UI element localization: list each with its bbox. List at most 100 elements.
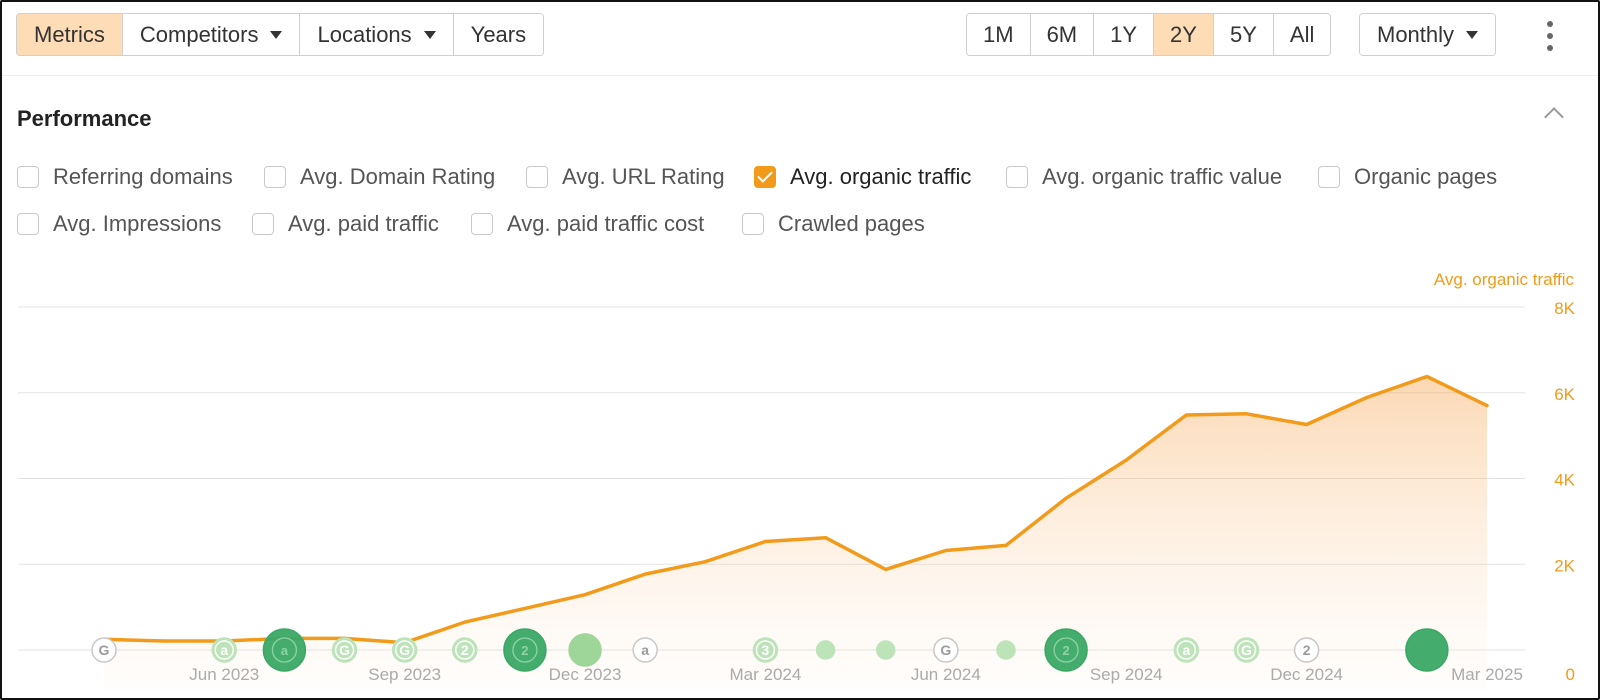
metrics-button[interactable]: Metrics — [17, 14, 123, 55]
data-point[interactable] — [884, 568, 887, 571]
data-point[interactable] — [463, 621, 466, 624]
metric-checkbox-crawled-pages[interactable]: Crawled pages — [742, 211, 925, 237]
data-point[interactable] — [1065, 497, 1068, 500]
marker-ring — [512, 637, 538, 663]
annotation-marker[interactable] — [996, 640, 1016, 660]
range-1y-label: 1Y — [1110, 21, 1138, 47]
metric-checkbox-organic-pages[interactable]: Organic pages — [1318, 164, 1497, 190]
metric-checkbox-avg-organic-traffic-value[interactable]: Avg. organic traffic value — [1006, 164, 1282, 190]
marker-circle — [875, 640, 896, 660]
range-all-button[interactable]: All — [1273, 14, 1331, 55]
range-5y-button[interactable]: 5Y — [1213, 14, 1274, 55]
marker-label: G — [99, 642, 110, 658]
annotation-marker[interactable]: G — [1233, 637, 1260, 663]
annotation-marker[interactable]: 2 — [1044, 628, 1088, 672]
metrics-button-label: Metrics — [34, 21, 105, 47]
marker-label: 3 — [762, 642, 770, 658]
range-1y-button[interactable]: 1Y — [1094, 14, 1155, 55]
annotation-marker[interactable] — [1405, 628, 1449, 672]
years-button[interactable]: Years — [453, 14, 544, 55]
marker-label: G — [1241, 642, 1252, 658]
metric-label: Avg. organic traffic value — [1042, 164, 1283, 189]
metric-checkbox-avg-impressions[interactable]: Avg. Impressions — [17, 211, 221, 237]
marker-label: a — [641, 642, 649, 658]
annotation-marker[interactable]: 2 — [1293, 637, 1320, 663]
range-2y-button[interactable]: 2Y — [1154, 14, 1214, 55]
annotation-marker[interactable]: G — [91, 637, 117, 663]
data-point[interactable] — [1305, 423, 1308, 426]
metric-checkbox-avg-url-rating[interactable]: Avg. URL Rating — [526, 164, 725, 190]
annotation-marker[interactable]: G — [331, 637, 358, 663]
annotation-marker[interactable]: a — [1173, 637, 1200, 663]
marker-ring — [1053, 637, 1079, 663]
range-2y-label: 2Y — [1170, 21, 1197, 47]
metric-checkbox-avg-paid-traffic-cost[interactable]: Avg. paid traffic cost — [471, 211, 704, 237]
annotation-marker[interactable]: G — [391, 637, 418, 663]
data-point[interactable] — [1245, 412, 1248, 415]
vertical-dots-icon[interactable] — [1544, 21, 1556, 51]
marker-circle — [262, 628, 307, 672]
metric-label: Avg. paid traffic — [288, 211, 439, 236]
data-point[interactable] — [824, 536, 827, 539]
range-all-label: All — [1289, 21, 1315, 47]
metric-checkbox-referring-domains[interactable]: Referring domains — [17, 164, 233, 190]
marker-circle — [1405, 628, 1449, 672]
y-axis-ticks: 0 2K 4K 6K 8K — [1554, 299, 1575, 684]
locations-dropdown[interactable]: Locations — [300, 14, 454, 55]
metric-label: Avg. paid traffic cost — [507, 211, 705, 236]
annotation-marker[interactable]: a — [211, 637, 238, 663]
range-6m-label: 6M — [1046, 21, 1078, 47]
metric-label: Avg. Impressions — [53, 211, 222, 236]
marker-label: 2 — [461, 642, 469, 658]
data-point[interactable] — [1486, 404, 1489, 407]
checkbox-icon — [1006, 166, 1028, 188]
data-point[interactable] — [584, 593, 587, 596]
data-point[interactable] — [764, 540, 767, 543]
annotation-marker[interactable]: a — [632, 637, 658, 663]
marker-circle — [996, 640, 1016, 660]
data-point[interactable] — [704, 560, 707, 563]
interval-dropdown[interactable]: Monthly — [1359, 13, 1497, 56]
x-tick-label: Mar 2025 — [1451, 665, 1523, 684]
range-6m-button[interactable]: 6M — [1030, 14, 1095, 55]
annotation-marker[interactable]: 2 — [503, 628, 547, 672]
data-point[interactable] — [1425, 375, 1428, 378]
marker-circle — [568, 633, 602, 667]
y-tick-label: 6K — [1554, 385, 1575, 404]
data-point[interactable] — [644, 573, 647, 576]
series-area-fill — [104, 376, 1487, 690]
section-title: Performance — [17, 106, 152, 131]
annotation-marker[interactable]: 2 — [452, 637, 478, 663]
data-point[interactable] — [944, 549, 947, 552]
range-5y-label: 5Y — [1229, 21, 1257, 47]
data-point[interactable] — [1185, 414, 1188, 417]
data-point[interactable] — [523, 607, 526, 610]
metric-checkbox-avg-paid-traffic[interactable]: Avg. paid traffic — [252, 211, 439, 237]
caret-down-icon — [1466, 30, 1479, 39]
y-tick-label: 8K — [1554, 299, 1575, 318]
annotation-marker[interactable] — [875, 640, 896, 660]
checkbox-icon — [471, 213, 493, 235]
competitors-dropdown[interactable]: Competitors — [122, 14, 301, 55]
annotation-marker[interactable]: G — [933, 637, 959, 663]
annotation-marker[interactable] — [815, 640, 836, 660]
data-point[interactable] — [1365, 396, 1368, 399]
data-point[interactable] — [1004, 544, 1007, 547]
metric-label: Avg. organic traffic — [790, 164, 972, 189]
data-point[interactable] — [1125, 459, 1128, 462]
x-tick-label: Jun 2023 — [189, 665, 259, 684]
interval-dropdown-button[interactable]: Monthly — [1360, 14, 1496, 55]
marker-label: G — [940, 642, 951, 658]
metric-checkbox-avg-organic-traffic[interactable]: Avg. organic traffic — [754, 164, 971, 190]
annotation-marker[interactable]: 3 — [752, 637, 779, 663]
annotation-marker[interactable]: a — [262, 628, 307, 672]
marker-circle — [933, 637, 959, 663]
metric-checkbox-avg-domain-rating[interactable]: Avg. Domain Rating — [264, 164, 495, 190]
data-point[interactable] — [163, 639, 166, 642]
range-1m-button[interactable]: 1M — [967, 14, 1031, 55]
marker-label: a — [220, 642, 228, 658]
annotation-marker[interactable] — [568, 633, 602, 667]
y-tick-label: 4K — [1554, 471, 1575, 490]
